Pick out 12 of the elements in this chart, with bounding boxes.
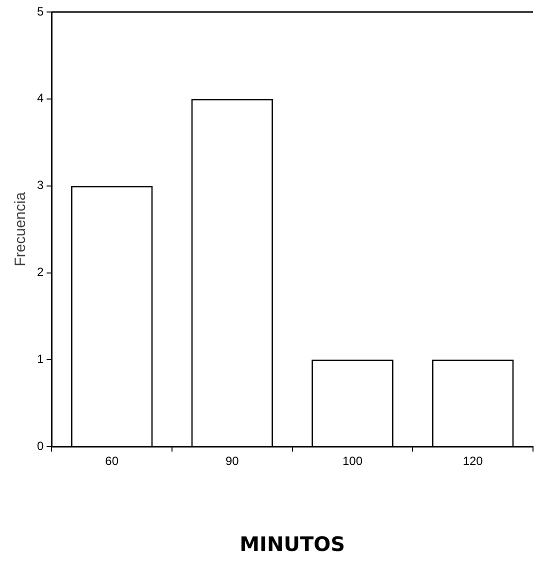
- y-tick-label: 1: [36, 352, 44, 366]
- x-tick-label: 120: [462, 454, 484, 468]
- y-tick-label: 0: [36, 438, 44, 453]
- y-axis-title: Frecuencia: [12, 192, 30, 266]
- y-tick-label: 2: [36, 265, 44, 280]
- y-tick-label: 4: [36, 91, 44, 106]
- x-axis-title: MINUTOS: [240, 532, 346, 556]
- x-tick-label: 90: [225, 454, 240, 468]
- x-tick-label: 60: [105, 454, 119, 468]
- x-tick-label: 100: [342, 454, 363, 468]
- y-tick-label: 5: [36, 4, 44, 18]
- y-tick-label: 3: [36, 178, 44, 192]
